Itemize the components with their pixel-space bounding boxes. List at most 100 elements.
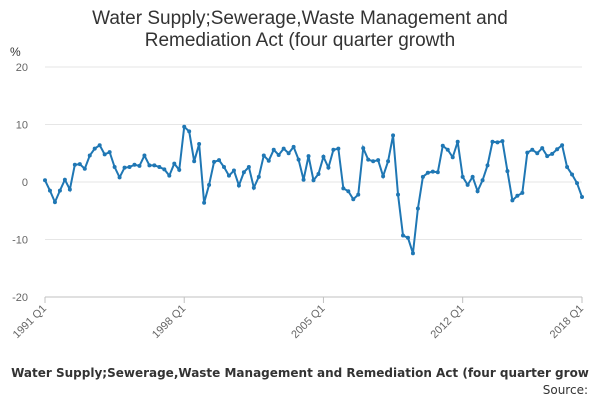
data-point <box>530 147 535 152</box>
data-point <box>137 163 142 168</box>
x-tick-labels: 1991 Q1 1998 Q1 2005 Q1 2012 Q1 2018 Q1 <box>11 296 586 341</box>
data-point <box>425 170 430 175</box>
data-point <box>575 181 580 186</box>
series-group <box>43 124 584 256</box>
data-point <box>271 147 276 152</box>
x-tick-label: 2005 Q1 <box>289 303 327 341</box>
data-point <box>336 146 341 151</box>
data-point <box>450 155 455 160</box>
data-point <box>465 182 470 187</box>
data-point <box>386 159 391 164</box>
series-line <box>44 124 583 254</box>
data-point <box>167 173 172 178</box>
data-point <box>202 200 207 205</box>
y-axis-label: % <box>10 45 21 59</box>
data-point <box>410 251 415 256</box>
data-point <box>212 159 217 164</box>
data-point <box>391 133 396 138</box>
data-point <box>77 162 82 167</box>
data-point <box>92 146 97 151</box>
data-point <box>341 186 346 191</box>
data-point <box>241 170 246 175</box>
data-point <box>301 177 306 182</box>
data-point <box>246 165 251 170</box>
data-point <box>505 169 510 174</box>
data-point <box>326 165 331 170</box>
data-point <box>430 169 435 174</box>
data-point <box>236 183 241 188</box>
data-point <box>540 146 545 151</box>
data-point <box>157 165 162 170</box>
data-point <box>182 124 187 129</box>
data-point <box>47 188 52 193</box>
data-point <box>281 146 286 151</box>
data-point <box>102 152 107 157</box>
data-point <box>460 174 465 179</box>
data-point <box>107 150 112 155</box>
data-point <box>291 144 296 149</box>
data-point <box>256 174 261 179</box>
data-point <box>261 153 266 158</box>
data-point <box>510 198 515 203</box>
data-point <box>57 188 62 193</box>
data-point <box>346 189 351 194</box>
data-point <box>177 167 182 172</box>
source-label: Source: <box>543 383 588 397</box>
data-point <box>351 197 356 202</box>
data-point <box>286 151 291 156</box>
data-point <box>440 143 445 148</box>
data-point <box>555 147 560 152</box>
data-point <box>67 187 72 192</box>
data-point <box>376 158 381 163</box>
data-point <box>371 159 376 164</box>
data-point <box>485 163 490 168</box>
y-tick-label: 10 <box>16 120 28 132</box>
chart-caption: Water Supply;Sewerage,Waste Management a… <box>11 366 589 380</box>
chart-title-line-1: Water Supply;Sewerage,Waste Management a… <box>92 8 508 29</box>
data-point <box>266 158 271 163</box>
data-point <box>500 139 505 144</box>
data-point <box>490 139 495 144</box>
data-point <box>187 129 192 134</box>
data-point <box>97 143 102 148</box>
data-point <box>316 171 321 176</box>
data-point <box>495 140 500 145</box>
data-point <box>545 154 550 159</box>
data-point <box>43 178 47 183</box>
data-point <box>306 154 311 159</box>
data-point <box>321 154 326 159</box>
data-point <box>82 166 87 171</box>
data-point <box>435 170 440 175</box>
data-point <box>226 173 231 178</box>
data-point <box>52 200 57 205</box>
data-point <box>162 167 167 172</box>
x-tick-label: 1991 Q1 <box>11 303 49 341</box>
data-point <box>565 165 570 170</box>
data-point <box>415 206 420 211</box>
x-tick-label: 2018 Q1 <box>548 303 586 341</box>
y-tick-label: 20 <box>16 62 28 74</box>
y-tick-label: 0 <box>22 177 28 189</box>
data-point <box>222 165 226 170</box>
data-point <box>72 162 77 167</box>
data-point <box>356 192 361 197</box>
data-point <box>580 194 584 199</box>
data-point <box>147 163 152 168</box>
chart-title-line-2: Remediation Act (four quarter growth <box>145 30 456 51</box>
data-point <box>445 147 450 152</box>
data-point <box>520 190 525 195</box>
data-point <box>401 233 405 238</box>
data-point <box>515 193 520 198</box>
data-point <box>331 147 336 152</box>
data-point <box>152 163 157 168</box>
data-point <box>361 146 366 151</box>
data-point <box>381 174 386 179</box>
data-point <box>172 161 177 166</box>
data-point <box>455 139 460 144</box>
data-point <box>420 174 425 179</box>
data-point <box>525 150 530 155</box>
series-points <box>43 124 584 256</box>
x-tick-label: 1998 Q1 <box>150 303 188 341</box>
y-tick-labels: 20 10 0 -10 -20 <box>12 62 28 304</box>
